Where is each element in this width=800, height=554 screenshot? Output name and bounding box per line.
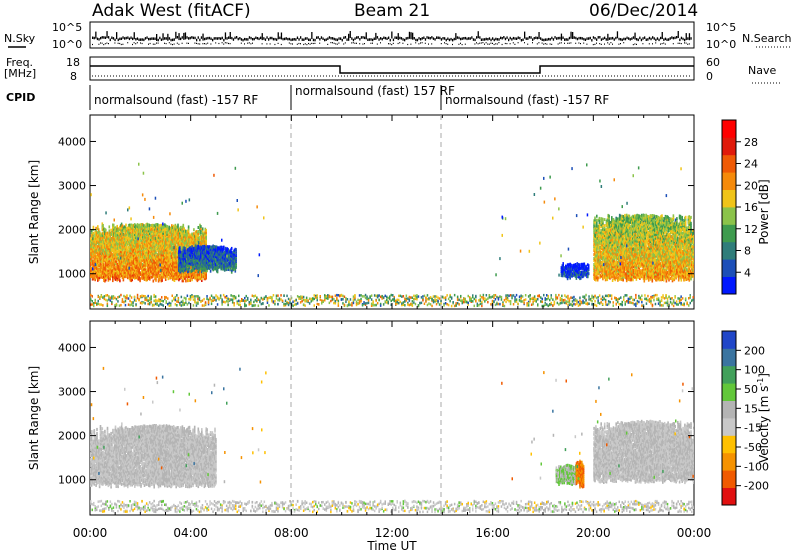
nsky-tick-top: 10^5 [52,21,82,34]
x-tick-label: 08:00 [274,526,309,540]
colorbar-tick-label: -200 [744,480,769,493]
date-title: 06/Dec/2014 [589,1,698,21]
y-tick-label: 4000 [58,135,86,148]
freq-label-2: [MHz] [4,67,36,80]
power-sparse-echoes [90,162,682,278]
power-region-4 [593,213,694,283]
velocity-title-main: Velocity [m s [757,386,771,463]
station-title: Adak West (fitACF) [92,1,251,21]
colorbar-tick-label: 24 [744,158,758,171]
colorbar-tick-label: 12 [744,223,758,236]
velocity-title-end: ] [757,373,771,378]
power-region-2 [178,244,237,274]
nsky-panel: N.Sky 10^5 10^0 10^5 10^0 N.Search [4,21,792,51]
colorbar-tick-label: -100 [744,460,769,473]
colorbar-tick-label: 100 [744,364,765,377]
colorbar-tick-label: 4 [744,266,751,279]
x-tick-label: 04:00 [173,526,208,540]
time-xlabel: Time UT [366,539,417,553]
nsky-trace [92,31,692,46]
power-region-3 [560,262,590,281]
velocity-region-4 [593,419,694,485]
colorbar-tick-label: -15 [744,422,762,435]
colorbar-tick-label: 20 [744,179,758,192]
colorbar-tick-label: 28 [744,136,758,149]
y-tick-label: 3000 [58,180,86,193]
cpid-label: CPID [6,91,35,104]
y-tick-label: 3000 [58,386,86,399]
power-colorbar-title: Power [dB] [757,179,771,244]
nave-label: Nave [748,64,776,77]
power-region-1 [90,222,207,283]
freq-tick-top: 18 [66,56,80,69]
velocity-title-sup: -1 [756,378,765,386]
velocity-data [90,366,694,514]
nsky-label: N.Sky [4,32,36,45]
nsearch-tick-top: 10^5 [706,21,736,34]
cpid-segment-1: normalsound (fast) -157 RF [94,93,258,107]
cpid-segment-2: normalsound (fast) 157 RF [295,84,455,98]
power-data [90,162,694,308]
nsearch-label: N.Search [742,32,792,45]
velocity-ground-scatter [90,499,694,514]
cpid-panel: CPID normalsound (fast) -157 RF normalso… [6,84,609,110]
freq-trace [90,65,694,74]
nave-tick-bottom: 0 [706,70,713,83]
x-tick-label: 00:00 [677,526,712,540]
power-ground-scatter [90,293,694,308]
freq-panel: Freq. [MHz] 18 8 60 0 Nave [4,56,782,84]
y-tick-label: 2000 [58,430,86,443]
y-tick-label: 4000 [58,341,86,354]
power-y-ticks: 1000 2000 3000 4000 [58,115,695,309]
colorbar-tick-label: 16 [744,201,758,214]
power-ylabel: Slant Range [km] [27,160,41,264]
y-tick-label: 1000 [58,474,86,487]
freq-label-1: Freq. [6,56,33,69]
freq-tick-bottom: 8 [70,70,77,83]
colorbar-tick-label: -50 [744,441,762,454]
velocity-colorbar-title: Velocity [m s-1] [756,373,771,463]
x-tick-label: 20:00 [576,526,611,540]
y-tick-label: 2000 [58,224,86,237]
colorbar-tick-label: 50 [744,383,758,396]
colorbar-tick-label: 8 [744,245,751,258]
velocity-ylabel: Slant Range [km] [27,366,41,470]
velocity-region-1 [90,424,217,489]
nave-tick-top: 60 [706,56,720,69]
time-x-ticks: 00:00 04:00 08:00 12:00 16:00 20:00 00:00 [73,526,712,540]
cpid-segment-3: normalsound (fast) -157 RF [445,93,609,107]
velocity-colorbar: 200 100 50 15 -15 -50 -100 -200 Velocity [m s-1… [721,330,771,506]
colorbar-tick-label: 15 [744,402,758,415]
x-tick-label: 12:00 [375,526,410,540]
x-tick-label: 00:00 [73,526,108,540]
nsearch-tick-bottom: 10^0 [706,38,736,51]
nsky-tick-bottom: 10^0 [52,38,82,51]
velocity-sparse-echoes [90,366,694,484]
colorbar-tick-label: 200 [744,344,765,357]
beam-title: Beam 21 [354,1,430,21]
velocity-y-ticks: 1000 2000 3000 4000 [58,321,695,515]
velocity-region-3 [575,459,585,489]
x-tick-label: 16:00 [475,526,510,540]
power-colorbar: 28 24 20 16 12 8 4 Power [dB] [721,119,771,295]
power-plot: 1000 2000 3000 4000 Slant Range [km] [27,114,695,310]
y-tick-label: 1000 [58,268,86,281]
